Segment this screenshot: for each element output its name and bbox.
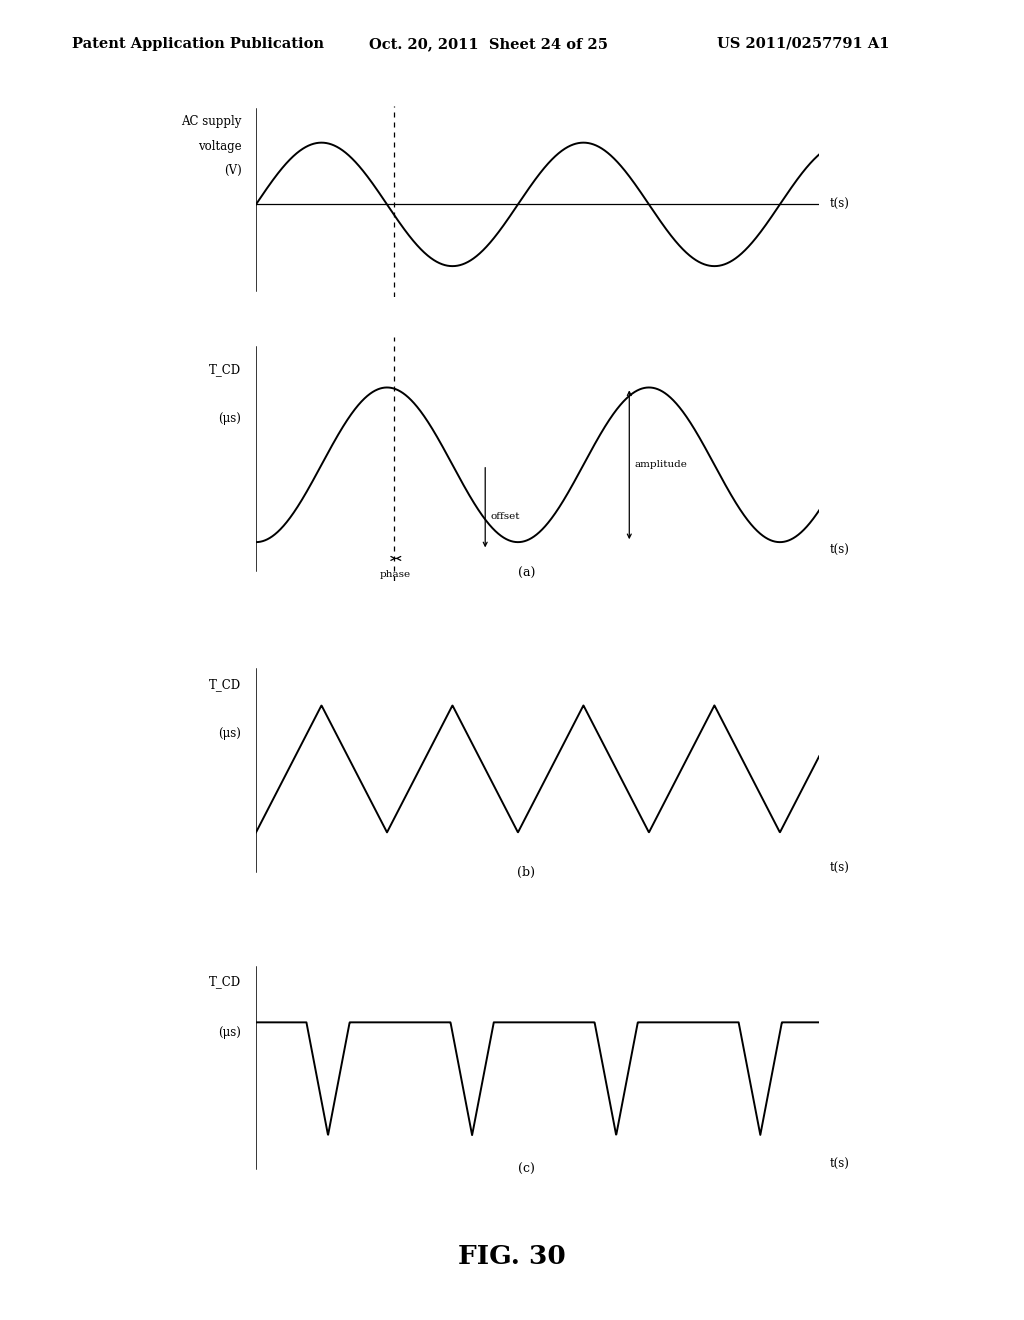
Text: (c): (c) [518, 1163, 535, 1176]
Text: offset: offset [490, 512, 520, 520]
Text: T_CD: T_CD [209, 974, 242, 987]
Text: t(s): t(s) [829, 1159, 850, 1171]
Text: (μs): (μs) [218, 412, 242, 425]
Text: (μs): (μs) [218, 727, 242, 741]
Text: (b): (b) [517, 866, 536, 879]
Text: t(s): t(s) [829, 544, 850, 557]
Text: US 2011/0257791 A1: US 2011/0257791 A1 [717, 37, 889, 51]
Text: Patent Application Publication: Patent Application Publication [72, 37, 324, 51]
Text: phase: phase [379, 570, 411, 578]
Text: (μs): (μs) [218, 1027, 242, 1039]
Text: T_CD: T_CD [209, 363, 242, 376]
Text: FIG. 30: FIG. 30 [458, 1245, 566, 1269]
Text: voltage: voltage [198, 140, 242, 153]
Text: t(s): t(s) [829, 198, 850, 211]
Text: AC supply: AC supply [181, 115, 242, 128]
Text: T_CD: T_CD [209, 678, 242, 692]
Text: (V): (V) [223, 164, 242, 177]
Text: t(s): t(s) [829, 862, 850, 875]
Text: amplitude: amplitude [634, 461, 687, 470]
Text: (a): (a) [518, 566, 535, 579]
Text: Oct. 20, 2011  Sheet 24 of 25: Oct. 20, 2011 Sheet 24 of 25 [369, 37, 607, 51]
